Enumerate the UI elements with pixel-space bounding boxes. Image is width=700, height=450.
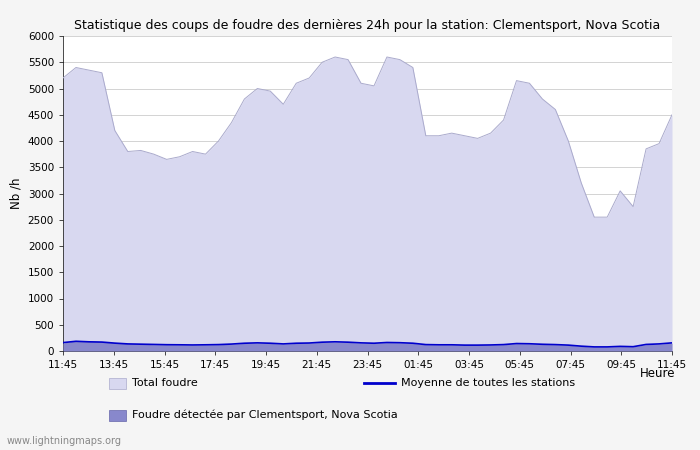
Text: Heure: Heure xyxy=(640,367,676,380)
Text: Foudre détectée par Clementsport, Nova Scotia: Foudre détectée par Clementsport, Nova S… xyxy=(132,410,398,420)
Text: Moyenne de toutes les stations: Moyenne de toutes les stations xyxy=(401,378,575,388)
Title: Statistique des coups de foudre des dernières 24h pour la station: Clementsport,: Statistique des coups de foudre des dern… xyxy=(74,19,661,32)
Text: Total foudre: Total foudre xyxy=(132,378,197,388)
Y-axis label: Nb /h: Nb /h xyxy=(9,178,22,209)
Text: www.lightningmaps.org: www.lightningmaps.org xyxy=(7,436,122,446)
